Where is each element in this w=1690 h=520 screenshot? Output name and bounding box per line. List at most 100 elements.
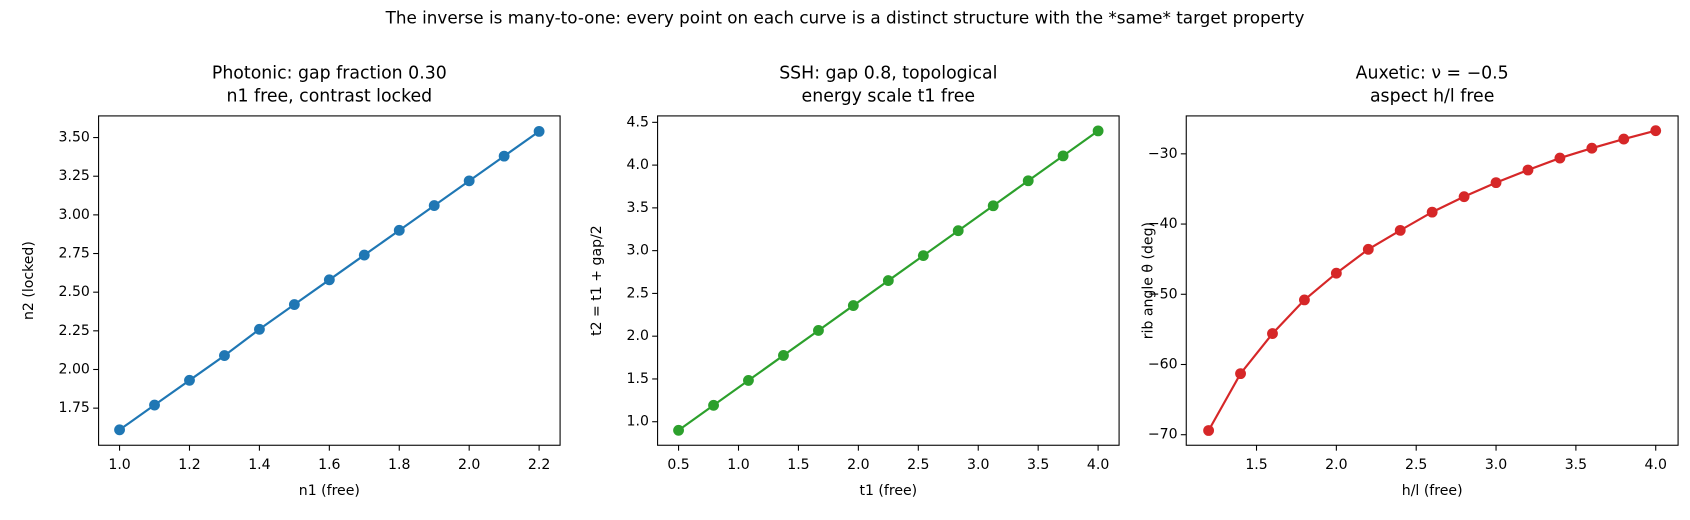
y-axis-label: n2 (locked)	[21, 241, 37, 320]
plot-frame	[1185, 115, 1679, 446]
x-tick-label: 3.5	[1027, 457, 1049, 473]
y-tick-label: 4.5	[627, 114, 649, 130]
x-tick-label: 3.0	[967, 457, 989, 473]
data-point	[114, 424, 125, 436]
panel-subtitle: energy scale t1 free	[802, 86, 976, 106]
data-point	[917, 250, 929, 262]
data-point	[813, 325, 824, 336]
x-axis-label: h/l (free)	[1402, 483, 1463, 499]
y-tick-label: −50	[1148, 286, 1178, 302]
y-tick-label: 3.5	[627, 200, 649, 216]
x-tick-label: 2.5	[1405, 457, 1427, 473]
data-point	[323, 274, 335, 286]
panel-title: Photonic: gap fraction 0.30	[212, 64, 447, 84]
y-tick-label: −30	[1148, 146, 1178, 162]
data-point	[708, 399, 719, 411]
y-tick-label: 2.5	[627, 285, 649, 301]
x-tick-label: 2.0	[458, 457, 480, 473]
data-point	[1394, 224, 1406, 236]
y-tick-label: 4.0	[627, 157, 649, 173]
panel-subtitle: n1 free, contrast locked	[226, 86, 432, 106]
data-point	[1522, 164, 1534, 176]
x-tick-label: 3.0	[1485, 457, 1507, 473]
x-tick-label: 2.0	[1325, 457, 1347, 473]
y-tick-label: 3.00	[59, 207, 90, 223]
data-point	[428, 200, 440, 212]
x-tick-label: 1.2	[178, 457, 200, 473]
data-point	[778, 350, 789, 361]
x-axis-label: n1 (free)	[299, 483, 360, 499]
data-point	[1092, 125, 1104, 137]
x-tick-label: 1.4	[248, 457, 270, 473]
y-axis-label: t2 = t1 + gap/2	[589, 225, 605, 336]
data-point	[1650, 125, 1662, 137]
data-point	[743, 374, 754, 386]
data-point	[184, 374, 195, 386]
data-point	[882, 275, 894, 286]
y-tick-label: −60	[1148, 356, 1178, 372]
x-tick-label: 0.5	[667, 457, 689, 473]
data-point	[393, 224, 405, 236]
y-tick-label: 2.50	[59, 284, 90, 300]
plot-frame	[657, 115, 1120, 446]
panel-title: Auxetic: ν = −0.5	[1356, 64, 1509, 84]
x-tick-label: 2.5	[907, 457, 929, 473]
y-tick-label: 2.0	[627, 328, 649, 344]
x-axis-label: t1 (free)	[859, 483, 917, 499]
panel-subtitle: aspect h/l free	[1370, 86, 1494, 106]
x-tick-label: 4.0	[1645, 457, 1667, 473]
data-point	[847, 300, 859, 311]
y-tick-label: 2.25	[59, 323, 90, 339]
data-point	[498, 150, 510, 162]
data-point	[673, 424, 684, 436]
data-point	[1022, 175, 1034, 187]
data-point	[1426, 206, 1438, 218]
data-point	[253, 323, 265, 335]
data-point	[1554, 152, 1566, 164]
figure-title: The inverse is many-to-one: every point …	[385, 7, 1305, 27]
y-axis-label: rib angle θ (deg)	[1140, 222, 1156, 339]
data-point	[1330, 267, 1342, 279]
data-point	[1618, 133, 1630, 145]
y-tick-label: 1.0	[627, 414, 649, 430]
data-point	[987, 200, 999, 212]
x-tick-label: 1.0	[108, 457, 130, 473]
y-tick-label: 1.5	[627, 371, 649, 387]
y-tick-label: 3.0	[627, 243, 649, 259]
y-tick-label: 2.00	[59, 361, 90, 377]
data-point	[1362, 243, 1374, 255]
x-tick-label: 4.0	[1087, 457, 1109, 473]
data-point	[149, 399, 160, 411]
panel-title: SSH: gap 0.8, topological	[779, 64, 997, 84]
data-point	[463, 175, 475, 187]
y-tick-label: −40	[1148, 216, 1178, 232]
data-point	[1267, 328, 1278, 340]
data-point	[1203, 425, 1215, 436]
x-tick-label: 2.0	[847, 457, 869, 473]
plot-frame	[98, 115, 561, 446]
data-point	[219, 350, 230, 361]
series-line	[1207, 129, 1657, 432]
x-tick-label: 3.5	[1565, 457, 1587, 473]
y-tick-label: −70	[1148, 427, 1178, 443]
data-point	[1586, 142, 1598, 154]
x-tick-label: 2.2	[528, 457, 550, 473]
data-point	[1235, 368, 1246, 380]
data-point	[1299, 294, 1310, 306]
x-tick-label: 1.5	[787, 457, 809, 473]
x-tick-label: 1.0	[727, 457, 749, 473]
data-point	[533, 125, 545, 137]
y-tick-label: 3.50	[59, 130, 90, 146]
x-tick-label: 1.8	[388, 457, 410, 473]
data-point	[288, 299, 300, 310]
x-tick-label: 1.5	[1245, 457, 1267, 473]
data-point	[1458, 191, 1470, 203]
y-tick-label: 2.75	[59, 246, 90, 262]
x-tick-label: 1.6	[318, 457, 340, 473]
data-point	[1057, 150, 1069, 162]
y-tick-label: 3.25	[59, 168, 90, 184]
data-point	[358, 249, 370, 261]
data-point	[1490, 177, 1502, 189]
y-tick-label: 1.75	[59, 400, 90, 416]
